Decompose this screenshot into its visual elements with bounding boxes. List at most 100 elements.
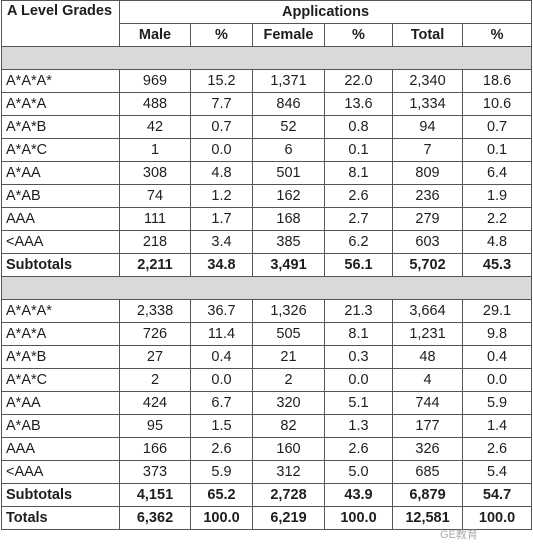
table-row: A*A*A* 2,338 36.7 1,326 21.3 3,664 29.1 (1, 299, 533, 323)
value-cell: 54.7 (461, 483, 533, 507)
value-cell: 74 (119, 184, 191, 208)
value-cell: 5.0 (324, 460, 393, 484)
value-cell: 0.4 (461, 345, 533, 369)
value-cell: 1.4 (461, 414, 533, 438)
applications-group-header: Applications (118, 0, 533, 24)
value-cell: 4.8 (461, 230, 533, 254)
value-cell: 48 (392, 345, 463, 369)
grade-cell: <AAA (1, 230, 120, 254)
value-cell: 685 (392, 460, 463, 484)
section-divider-cell (0, 46, 533, 70)
value-cell: 6.7 (190, 391, 253, 415)
value-cell: 218 (119, 230, 191, 254)
value-cell: 5.9 (190, 460, 253, 484)
value-cell: 94 (392, 115, 463, 139)
value-cell: 5.9 (461, 391, 533, 415)
value-cell: 6 (252, 138, 325, 162)
watermark-logo: GE教育 (440, 529, 478, 541)
value-cell: 1,231 (392, 322, 463, 346)
table-row: A*A*A 488 7.7 846 13.6 1,334 10.6 (1, 92, 533, 116)
value-cell: 2.2 (461, 207, 533, 231)
value-cell: 744 (392, 391, 463, 415)
section-divider-cell (0, 276, 533, 300)
value-cell: 1,371 (252, 69, 325, 93)
value-cell: 809 (392, 161, 463, 185)
table-row: A*AA 424 6.7 320 5.1 744 5.9 (1, 391, 533, 415)
table-row: <AAA 373 5.9 312 5.0 685 5.4 (1, 460, 533, 484)
value-cell: 279 (392, 207, 463, 231)
value-cell: 308 (119, 161, 191, 185)
value-cell: 160 (252, 437, 325, 461)
value-cell: 1 (119, 138, 191, 162)
table-row: A*A*A 726 11.4 505 8.1 1,231 9.8 (1, 322, 533, 346)
table-row: A*AA 308 4.8 501 8.1 809 6.4 (1, 161, 533, 185)
value-cell: 8.1 (324, 161, 393, 185)
value-cell: 1,334 (392, 92, 463, 116)
value-cell: 236 (392, 184, 463, 208)
value-cell: 846 (252, 92, 325, 116)
value-cell: 42 (119, 115, 191, 139)
grade-cell: A*AB (1, 184, 120, 208)
value-cell: 2.6 (324, 437, 393, 461)
value-cell: 2,340 (392, 69, 463, 93)
table-row: A*A*B 27 0.4 21 0.3 48 0.4 (1, 345, 533, 369)
table-row: A*A*C 2 0.0 2 0.0 4 0.0 (1, 368, 533, 392)
value-cell: 1.7 (190, 207, 253, 231)
value-cell: 1.9 (461, 184, 533, 208)
totals-row: Totals 6,362 100.0 6,219 100.0 12,581 100.0 (1, 506, 533, 530)
grade-cell: Totals (1, 506, 120, 530)
value-cell: 0.0 (461, 368, 533, 392)
value-cell: 100.0 (324, 506, 393, 530)
value-cell: 505 (252, 322, 325, 346)
grade-cell: <AAA (1, 460, 120, 484)
value-cell: 177 (392, 414, 463, 438)
section-divider (0, 276, 533, 300)
value-cell: 2,338 (119, 299, 191, 323)
grade-cell: A*AB (1, 414, 120, 438)
value-cell: 0.0 (324, 368, 393, 392)
value-cell: 603 (392, 230, 463, 254)
value-cell: 2.6 (324, 184, 393, 208)
grade-cell: A*A*B (1, 345, 120, 369)
table-row: AAA 111 1.7 168 2.7 279 2.2 (1, 207, 533, 231)
value-cell: 726 (119, 322, 191, 346)
value-cell: 326 (392, 437, 463, 461)
value-cell: 0.1 (461, 138, 533, 162)
value-cell: 22.0 (324, 69, 393, 93)
grade-cell: Subtotals (1, 253, 120, 277)
male-pct-column-header: % (190, 23, 253, 47)
table-row: A*AB 74 1.2 162 2.6 236 1.9 (1, 184, 533, 208)
value-cell: 100.0 (190, 506, 253, 530)
value-cell: 9.8 (461, 322, 533, 346)
value-cell: 5.1 (324, 391, 393, 415)
value-cell: 0.7 (461, 115, 533, 139)
value-cell: 3,664 (392, 299, 463, 323)
grade-cell: A*A*A* (1, 69, 120, 93)
grade-cell: A*A*A (1, 92, 120, 116)
value-cell: 4 (392, 368, 463, 392)
value-cell: 424 (119, 391, 191, 415)
grade-cell: A*AA (1, 391, 120, 415)
value-cell: 0.7 (190, 115, 253, 139)
subtotal-row: Subtotals 4,151 65.2 2,728 43.9 6,879 54.7 (1, 483, 533, 507)
section-divider (0, 46, 533, 70)
value-cell: 82 (252, 414, 325, 438)
value-cell: 6,219 (252, 506, 325, 530)
value-cell: 4,151 (119, 483, 191, 507)
value-cell: 6,362 (119, 506, 191, 530)
value-cell: 2 (119, 368, 191, 392)
value-cell: 0.1 (324, 138, 393, 162)
value-cell: 2.6 (190, 437, 253, 461)
table-row: <AAA 218 3.4 385 6.2 603 4.8 (1, 230, 533, 254)
value-cell: 501 (252, 161, 325, 185)
subtotal-row: Subtotals 2,211 34.8 3,491 56.1 5,702 45.3 (1, 253, 533, 277)
applications-table: A Level Grades Applications Male % Femal… (0, 0, 533, 530)
value-cell: 5.4 (461, 460, 533, 484)
value-cell: 1.2 (190, 184, 253, 208)
grade-cell: AAA (1, 437, 120, 461)
grade-cell: A*A*B (1, 115, 120, 139)
value-cell: 6,879 (392, 483, 463, 507)
female-pct-column-header: % (324, 23, 393, 47)
value-cell: 2.6 (461, 437, 533, 461)
value-cell: 1.3 (324, 414, 393, 438)
